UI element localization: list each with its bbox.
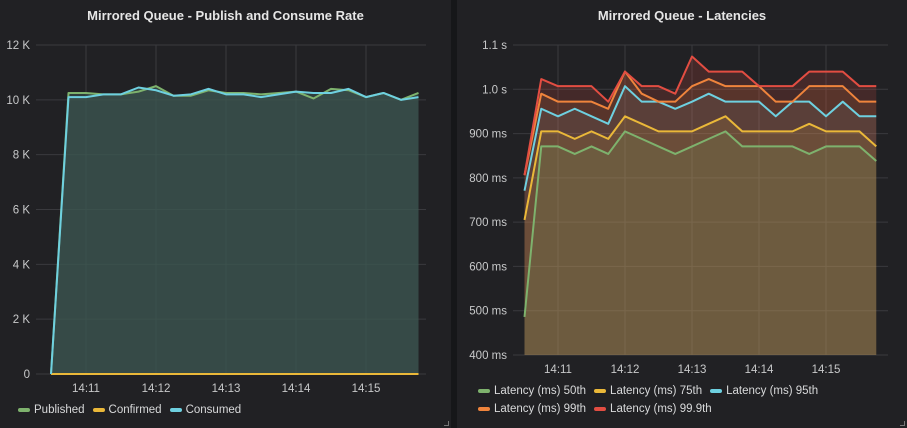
- legend-label: Confirmed: [108, 404, 162, 416]
- y-tick-label: 10 K: [6, 95, 30, 107]
- x-tick-label: 14:12: [611, 364, 640, 376]
- legend-row: Published Confirmed Consumed: [18, 403, 249, 421]
- x-tick-label: 14:14: [282, 383, 311, 395]
- area-fill-latency-ms-99th: [524, 71, 877, 356]
- series-line-latency-ms-99-9th: [523, 55, 877, 176]
- panel-title[interactable]: Mirrored Queue - Publish and Consume Rat…: [87, 8, 364, 23]
- legend-label: Latency (ms) 99.9th: [610, 403, 712, 415]
- legend-swatch-icon: [18, 408, 30, 412]
- legend-item[interactable]: Latency (ms) 50th: [478, 385, 586, 397]
- legend-item[interactable]: Consumed: [169, 404, 242, 416]
- legend-swatch-icon: [594, 389, 607, 393]
- publish-consume-rate-panel: Mirrored Queue - Publish and Consume Rat…: [0, 0, 451, 428]
- x-tick-label: 14:15: [352, 383, 381, 395]
- x-tick-label: 14:13: [678, 364, 707, 376]
- y-tick-label: 400 ms: [469, 350, 507, 362]
- legend-item[interactable]: Latency (ms) 99.9th: [594, 403, 712, 415]
- panel-title[interactable]: Mirrored Queue - Latencies: [597, 8, 767, 23]
- area-fill-latency-ms-75th: [524, 116, 877, 355]
- y-tick-label: 1.1 s: [482, 40, 507, 52]
- legend-label: Consumed: [185, 404, 242, 416]
- area-fill-latency-ms-95th: [524, 86, 877, 355]
- legend-item[interactable]: Latency (ms) 75th: [594, 385, 702, 397]
- legend-label: Latency (ms) 99th: [494, 403, 587, 415]
- x-tick-label: 14:13: [212, 383, 241, 395]
- legend-item[interactable]: Confirmed: [92, 404, 162, 416]
- x-tick-label: 14:11: [72, 383, 100, 395]
- resize-handle-icon[interactable]: [900, 421, 905, 426]
- series-line-consumed: [50, 86, 419, 375]
- legend-swatch-icon: [478, 389, 490, 393]
- y-tick-label: 1.0 s: [482, 84, 507, 96]
- legend-swatch-icon: [169, 408, 182, 412]
- legend: Published Confirmed Consumed: [18, 403, 249, 421]
- y-tick-label: 500 ms: [469, 306, 507, 318]
- legend-item[interactable]: Latency (ms) 95th: [710, 385, 818, 397]
- legend-label: Latency (ms) 75th: [610, 385, 703, 397]
- y-tick-label: 8 K: [13, 150, 31, 162]
- rate-chart: 0 2 K 4 K 6 K 8 K 10 K 12 K 14:11 14:12 14:13 14:1…: [6, 40, 426, 395]
- y-tick-label: 2 K: [13, 314, 31, 326]
- legend-swatch-icon: [478, 407, 490, 411]
- series-line-latency-ms-50th: [523, 130, 877, 318]
- x-tick-label: 14:11: [544, 364, 572, 376]
- legend-swatch-icon: [594, 407, 607, 411]
- y-tick-label: 900 ms: [469, 129, 507, 141]
- x-tick-label: 14:12: [142, 383, 171, 395]
- area-fill-latency-ms-50th: [524, 131, 877, 355]
- legend-label: Latency (ms) 50th: [494, 385, 587, 397]
- resize-handle-icon[interactable]: [444, 421, 449, 426]
- area-fill-consumed: [51, 87, 419, 374]
- legend-item[interactable]: Published: [18, 404, 85, 416]
- y-tick-label: 12 K: [6, 40, 30, 52]
- series-line-latency-ms-95th: [523, 85, 877, 191]
- x-tick-label: 14:14: [745, 364, 774, 376]
- latencies-panel: Mirrored Queue - Latencies 400 ms 500 ms 6…: [457, 0, 907, 428]
- y-tick-label: 600 ms: [469, 261, 507, 273]
- y-tick-label: 6 K: [13, 205, 31, 217]
- legend-row: Latency (ms) 99th Latency (ms) 99.9th: [478, 402, 826, 420]
- latency-chart: 400 ms 500 ms 600 ms 700 ms 800 ms 900 ms 1.0 …: [469, 40, 888, 376]
- legend-item[interactable]: Latency (ms) 99th: [478, 403, 586, 415]
- y-tick-label: 0: [24, 369, 30, 381]
- legend-row: Latency (ms) 50th Latency (ms) 75th Latenc…: [478, 384, 826, 402]
- legend-label: Published: [34, 404, 85, 416]
- y-tick-label: 700 ms: [469, 217, 507, 229]
- legend-label: Latency (ms) 95th: [726, 385, 819, 397]
- series-line-latency-ms-75th: [523, 115, 877, 221]
- y-tick-label: 4 K: [13, 259, 31, 271]
- x-tick-label: 14:15: [812, 364, 841, 376]
- legend-swatch-icon: [92, 408, 105, 412]
- legend: Latency (ms) 50th Latency (ms) 75th Latenc…: [478, 384, 826, 420]
- series-line-latency-ms-99th: [523, 70, 877, 176]
- y-tick-label: 800 ms: [469, 173, 507, 185]
- legend-swatch-icon: [710, 389, 723, 393]
